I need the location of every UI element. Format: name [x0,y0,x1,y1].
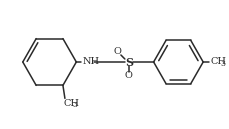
Text: S: S [124,57,132,67]
Text: 3: 3 [73,101,77,109]
Text: NH: NH [82,58,99,67]
Text: CH: CH [209,58,225,67]
Text: O: O [112,47,120,57]
Text: 3: 3 [219,60,224,68]
Text: O: O [124,71,132,80]
Text: CH: CH [64,99,80,108]
